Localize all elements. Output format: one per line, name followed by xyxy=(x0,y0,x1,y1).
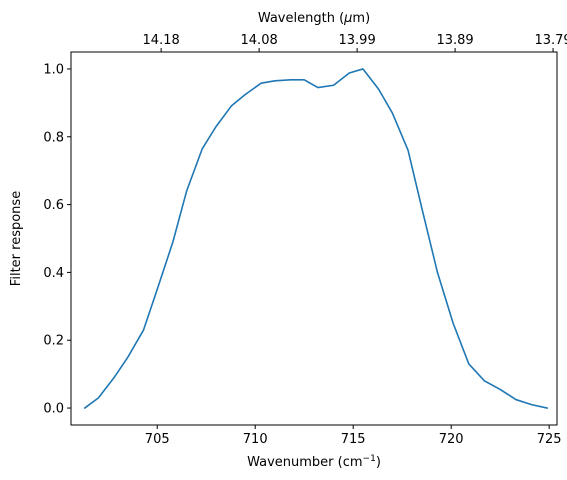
x-tick-label: 725 xyxy=(537,432,562,447)
top-tick-label: 14.18 xyxy=(143,33,180,48)
y-tick-label: 0.4 xyxy=(43,266,64,281)
y-axis: 0.0 0.2 0.4 0.6 0.8 1.0 xyxy=(43,62,71,417)
x-axis-label-superscript: −1 xyxy=(363,454,376,464)
x-tick-label: 710 xyxy=(243,432,268,447)
x-tick-label: 705 xyxy=(145,432,170,447)
x-axis-label-end: ) xyxy=(376,455,381,470)
series-line-0 xyxy=(83,68,549,409)
top-tick-label: 13.79 xyxy=(534,33,567,48)
top-x-axis: 14.18 14.08 13.99 13.89 13.79 xyxy=(143,33,567,52)
x-tick-label: 720 xyxy=(439,432,464,447)
x-axis-label-text: Wavenumber (cm xyxy=(247,455,362,470)
top-tick-label: 13.89 xyxy=(436,33,473,48)
top-tick-label: 13.99 xyxy=(339,33,376,48)
top-x-axis-label-mu: μ xyxy=(343,11,352,26)
axes-frame xyxy=(70,51,558,426)
top-tick-label: 14.08 xyxy=(241,33,278,48)
y-tick-label: 0.0 xyxy=(43,402,64,417)
series-layer xyxy=(83,68,549,409)
bottom-x-axis: 705 710 715 720 725 xyxy=(145,425,562,447)
y-axis-label: Filter response xyxy=(9,191,24,286)
y-tick-label: 1.0 xyxy=(43,62,64,77)
x-tick-label: 715 xyxy=(341,432,366,447)
top-x-axis-label: Wavelength (μm) xyxy=(258,11,370,26)
x-axis-label: Wavenumber (cm−1) xyxy=(247,454,381,470)
y-tick-label: 0.8 xyxy=(43,130,64,145)
top-x-axis-label-text: Wavelength ( xyxy=(258,11,344,26)
y-tick-label: 0.2 xyxy=(43,334,64,349)
top-x-axis-label-end: m) xyxy=(352,11,370,26)
y-tick-label: 0.6 xyxy=(43,198,64,213)
